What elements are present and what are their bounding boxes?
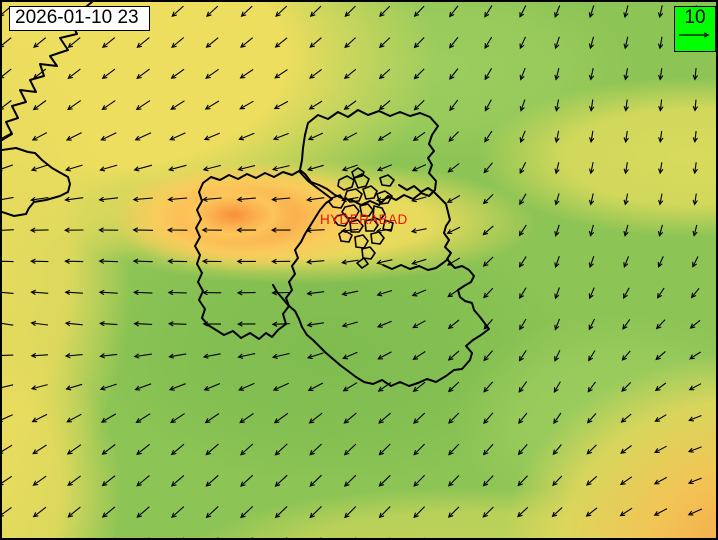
wind-scale-arrow-icon — [679, 30, 713, 40]
timestamp-text: 2026-01-10 23 — [15, 7, 139, 28]
wind-scale-value: 10 — [684, 7, 706, 28]
wind-arrows — [2, 5, 703, 538]
wind-scale-legend: 10 — [674, 6, 716, 52]
district-boundaries — [2, 2, 490, 387]
city-label: HYDERABAD — [320, 212, 408, 227]
timestamp-label: 2026-01-10 23 — [9, 6, 150, 31]
